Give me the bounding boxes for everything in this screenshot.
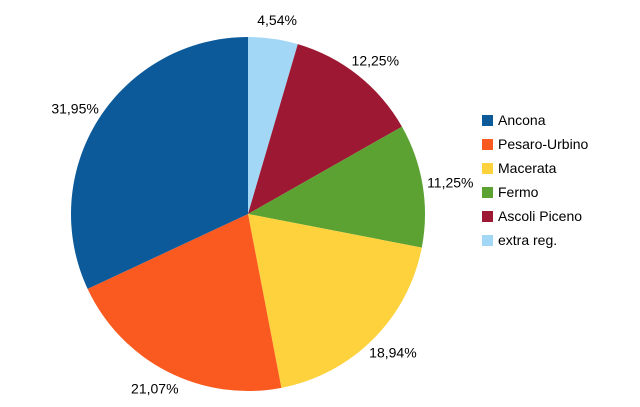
pie-slice-extra-reg [248, 37, 298, 214]
legend-label-extra-reg: extra reg. [498, 232, 558, 248]
legend-swatch-ancona [482, 114, 493, 126]
legend-label-ascoli-piceno: Ascoli Piceno [498, 208, 583, 224]
slice-value-label-ancona: 31,95% [51, 101, 98, 117]
pie-slice-fermo [248, 126, 425, 248]
slice-value-label-macerata: 18,94% [369, 345, 416, 361]
slice-value-label-ascoli-piceno: 12,25% [352, 52, 399, 68]
legend-label-ancona: Ancona [498, 112, 546, 128]
legend-swatch-fermo [482, 186, 493, 198]
slice-value-label-extra-reg: 4,54% [257, 12, 297, 28]
legend-item-extra-reg: extra reg. [482, 228, 588, 252]
legend-item-ascoli-piceno: Ascoli Piceno [482, 204, 588, 228]
pie-slice-pesaro-urbino [87, 214, 282, 391]
pie-slice-ascoli-piceno [248, 44, 402, 215]
legend: Ancona Pesaro-Urbino Macerata Fermo Ascoli P… [482, 108, 588, 252]
legend-item-pesaro-urbino: Pesaro-Urbino [482, 132, 588, 156]
legend-item-ancona: Ancona [482, 108, 588, 132]
pie-slice-macerata [248, 214, 422, 388]
legend-swatch-macerata [482, 162, 493, 174]
legend-item-fermo: Fermo [482, 180, 588, 204]
slice-value-label-pesaro-urbino: 21,07% [131, 381, 178, 397]
slice-value-label-fermo: 11,25% [427, 174, 473, 190]
pie-slice-ancona [71, 37, 248, 289]
legend-swatch-ascoli-piceno [482, 210, 493, 222]
legend-label-macerata: Macerata [498, 160, 557, 176]
legend-label-fermo: Fermo [498, 184, 539, 200]
legend-swatch-extra-reg [482, 234, 493, 246]
legend-item-macerata: Macerata [482, 156, 588, 180]
legend-label-pesaro-urbino: Pesaro-Urbino [498, 136, 589, 152]
legend-swatch-pesaro-urbino [482, 138, 493, 150]
